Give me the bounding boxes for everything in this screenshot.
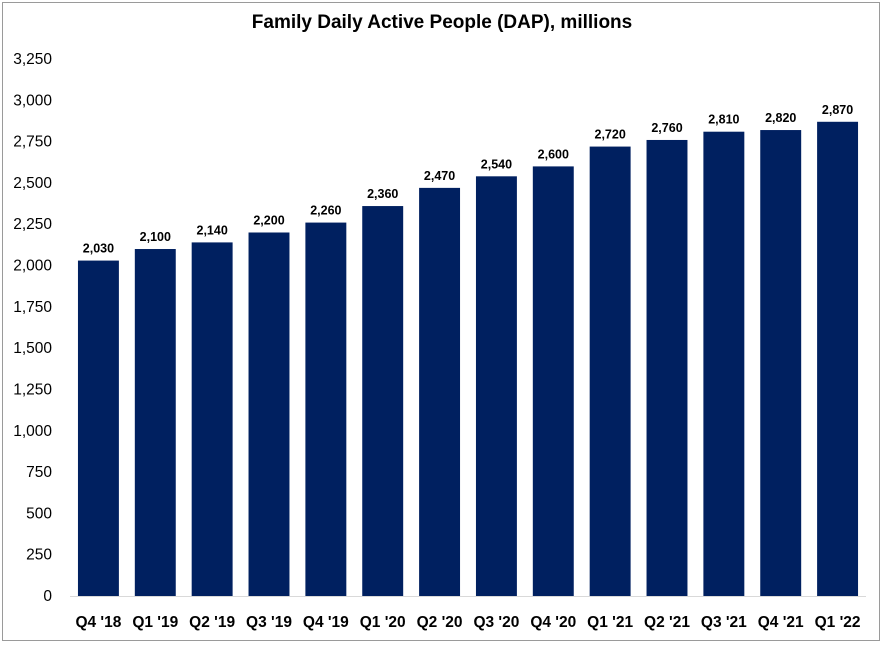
y-tick-label: 2,500 (13, 175, 52, 192)
x-tick-label: Q3 '20 (473, 614, 519, 631)
y-tick-label: 2,250 (13, 216, 52, 233)
data-label: 2,030 (83, 242, 114, 256)
bar (589, 146, 631, 596)
data-label: 2,820 (765, 111, 796, 125)
bar (703, 131, 745, 596)
data-label: 2,760 (651, 121, 682, 135)
bar (475, 176, 517, 596)
data-label: 2,540 (481, 157, 512, 171)
bar (248, 232, 290, 596)
data-label: 2,720 (595, 128, 626, 142)
y-tick-label: 1,000 (13, 423, 52, 440)
bar (305, 222, 347, 596)
data-label: 2,100 (140, 230, 171, 244)
x-tick-label: Q2 '21 (644, 614, 690, 631)
data-label: 2,810 (708, 113, 739, 127)
bar (646, 139, 688, 596)
data-label: 2,200 (253, 213, 284, 227)
x-tick-label: Q1 '21 (587, 614, 633, 631)
y-tick-label: 500 (26, 505, 52, 522)
y-tick-label: 1,500 (13, 340, 52, 357)
bar (419, 187, 461, 596)
x-tick-label: Q4 '19 (303, 614, 349, 631)
bar (532, 166, 574, 596)
x-tick-label: Q4 '18 (75, 614, 121, 631)
y-tick-label: 1,250 (13, 381, 52, 398)
y-axis: 0 250 500 750 1,000 1,250 1,500 1,750 2,000 2,250… (13, 51, 52, 605)
y-tick-label: 250 (26, 547, 52, 564)
data-label: 2,360 (367, 187, 398, 201)
x-tick-label: Q4 '21 (758, 614, 804, 631)
y-tick-label: 3,000 (13, 92, 52, 109)
bar (760, 130, 802, 596)
x-tick-label: Q4 '20 (530, 614, 576, 631)
data-label: 2,870 (822, 103, 853, 117)
bar (191, 242, 233, 596)
bar (817, 121, 859, 596)
y-tick-label: 0 (43, 588, 52, 605)
x-tick-label: Q2 '19 (189, 614, 235, 631)
y-tick-label: 2,750 (13, 134, 52, 151)
bars: 2,030 2,100 2,140 2,200 2,260 2,360 2,470 2,540… (77, 103, 859, 596)
bar (134, 249, 176, 596)
chart-title: Family Daily Active People (DAP), millio… (251, 12, 633, 33)
data-label: 2,470 (424, 169, 455, 183)
x-tick-label: Q1 '20 (360, 614, 406, 631)
x-tick-label: Q3 '19 (246, 614, 292, 631)
y-tick-label: 2,000 (13, 258, 52, 275)
x-tick-label: Q2 '20 (417, 614, 463, 631)
y-tick-label: 1,750 (13, 299, 52, 316)
x-tick-label: Q3 '21 (701, 614, 747, 631)
bar (362, 206, 404, 596)
y-tick-label: 750 (26, 464, 52, 481)
data-label: 2,600 (538, 147, 569, 161)
x-tick-label: Q1 '19 (132, 614, 178, 631)
data-label: 2,260 (310, 204, 341, 218)
x-tick-label: Q1 '22 (815, 614, 861, 631)
x-axis: Q4 '18 Q1 '19 Q2 '19 Q3 '19 Q4 '19 Q1 '20 Q2 '… (70, 596, 866, 631)
y-tick-label: 3,250 (13, 51, 52, 68)
data-label: 2,140 (197, 223, 228, 237)
bar (77, 260, 119, 596)
